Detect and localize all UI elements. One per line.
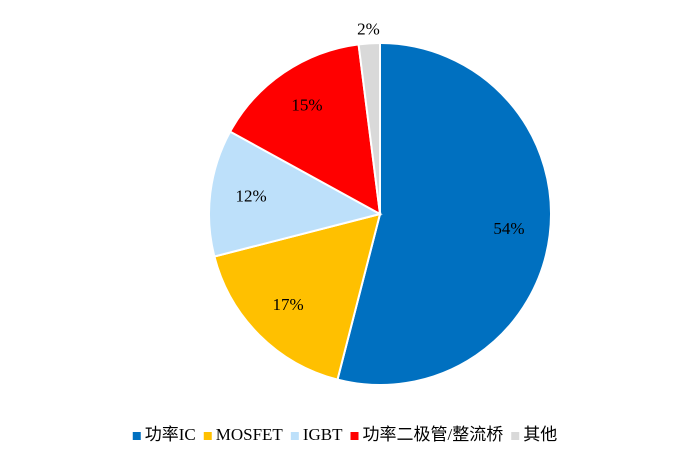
legend-label: 功率IC <box>145 425 196 444</box>
pie-slice <box>208 130 383 258</box>
legend-swatch <box>290 432 299 440</box>
legend-swatch <box>203 432 212 440</box>
pie-slice <box>228 43 382 216</box>
legend-swatch <box>511 432 520 440</box>
pie-slice <box>336 41 552 386</box>
pie-slice <box>213 212 382 381</box>
data-label: 15% <box>291 95 322 114</box>
legend-label: 其他 <box>523 425 557 444</box>
legend-label: MOSFET <box>216 425 284 444</box>
data-label: 54% <box>493 219 524 238</box>
legend-label: IGBT <box>303 425 343 444</box>
legend-swatch <box>132 432 141 440</box>
data-label: 17% <box>273 295 304 314</box>
legend-swatch <box>350 432 359 440</box>
legend-label: 功率二极管/整流桥 <box>363 425 504 444</box>
data-label: 2% <box>357 19 380 38</box>
pie-slice <box>357 41 381 215</box>
data-label: 12% <box>235 187 266 206</box>
